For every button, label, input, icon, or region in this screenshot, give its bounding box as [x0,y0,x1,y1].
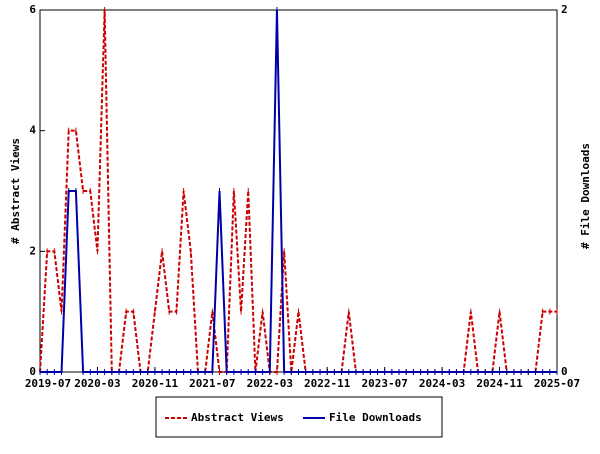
x-tick-label: 2023-07 [361,377,407,390]
plot-frame [39,9,558,373]
y2-axis-label: # File Downloads [579,143,592,249]
x-tick-label: 2022-11 [304,377,351,390]
x-tick-label: 2024-11 [476,377,523,390]
x-tick-label: 2021-07 [189,377,235,390]
y2-tick-label: 0 [561,365,568,378]
y-tick-label: 0 [29,365,36,378]
x-tick-label: 2024-03 [419,377,465,390]
x-tick-label: 2020-11 [132,377,179,390]
y-tick-label: 6 [29,3,36,16]
legend-label: File Downloads [329,411,422,424]
x-tick-label: 2022-03 [247,377,293,390]
x-tick-label: 2020-03 [74,377,120,390]
y-tick-label: 2 [29,244,36,257]
series-line [40,9,557,373]
legend [155,396,443,438]
x-tick-label: 2025-07 [534,377,580,390]
y-tick-label: 4 [29,124,36,137]
series-line [39,9,557,373]
y2-tick-label: 2 [561,3,568,16]
y-axis-label: # Abstract Views [9,138,22,244]
x-tick-label: 2019-07 [25,377,71,390]
legend-label: Abstract Views [191,411,284,424]
